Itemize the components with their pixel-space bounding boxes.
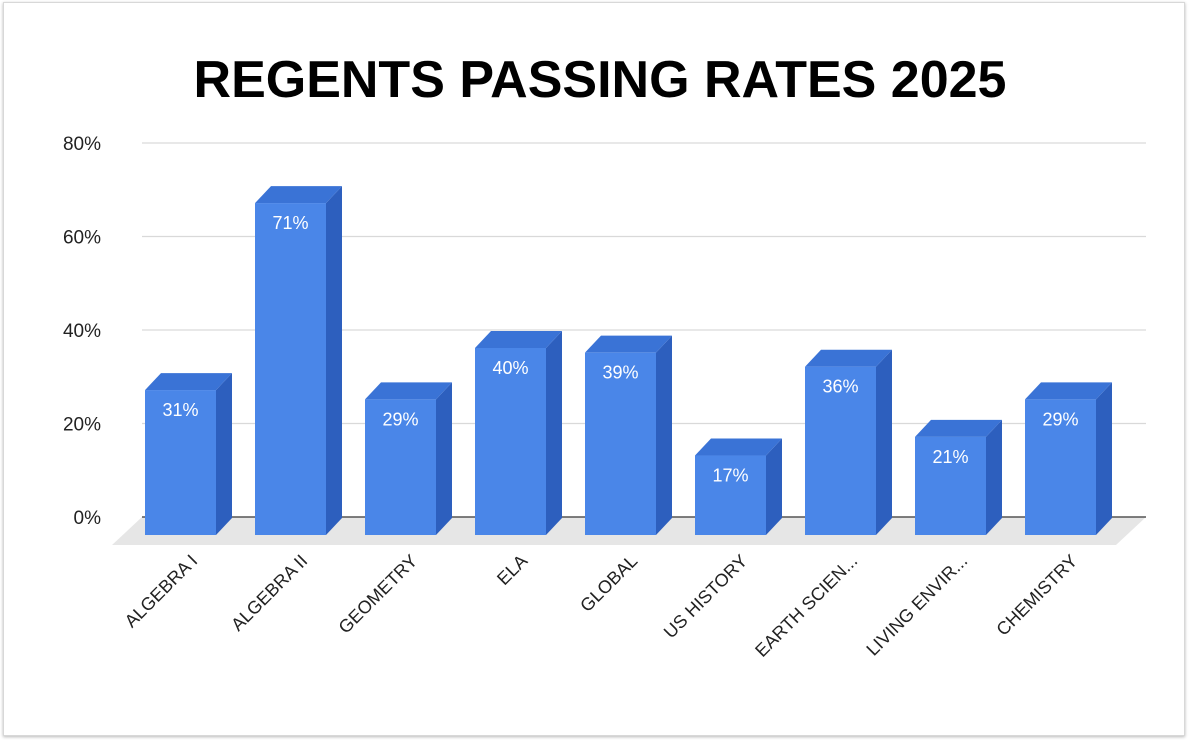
y-tick-label: 40% — [63, 321, 101, 342]
bar-side — [766, 438, 782, 535]
x-axis-ticks: ALGEBRA I ALGEBRA II GEOMETRY ELA GLOBAL US H… — [121, 551, 1082, 661]
data-label: 21% — [932, 447, 968, 467]
bar-side — [1096, 382, 1112, 535]
data-labels: 31% 71% 29% 40% 39% 17% 36% 21% 29% — [162, 213, 1078, 485]
y-axis-ticks: 0% 20% 40% 60% 80% — [63, 134, 101, 529]
y-tick-label: 60% — [63, 228, 101, 249]
x-tick-label: ELA — [493, 551, 531, 589]
x-tick-label: ALGEBRA I — [121, 551, 202, 632]
bar — [365, 399, 436, 535]
bar-side — [876, 349, 892, 535]
bar-top — [1025, 382, 1112, 400]
x-tick-label: CHEMISTRY — [992, 551, 1081, 640]
x-tick-label: ALGEBRA II — [227, 551, 311, 635]
bar-top — [585, 335, 672, 353]
x-tick-label: US HISTORY — [660, 551, 751, 642]
data-label: 29% — [382, 409, 418, 429]
data-label: 31% — [162, 400, 198, 420]
bar-side — [216, 373, 232, 535]
bar — [255, 203, 326, 535]
x-tick-label: EARTH SCIEN... — [751, 551, 861, 661]
bar-top — [475, 331, 562, 348]
data-label: 40% — [492, 358, 528, 378]
bar-side — [326, 186, 342, 535]
bar-top — [695, 438, 782, 456]
bar — [695, 455, 766, 535]
data-label: 36% — [822, 377, 858, 397]
bar — [1025, 399, 1096, 535]
bar-side — [546, 331, 562, 535]
bar-side — [436, 382, 452, 535]
bar — [915, 436, 986, 535]
data-label: 71% — [272, 213, 308, 233]
x-tick-label: GLOBAL — [576, 551, 641, 616]
bar — [585, 352, 656, 535]
bar-top — [255, 186, 342, 204]
chart-title: REGENTS PASSING RATES 2025 — [194, 51, 1007, 109]
bar-top — [365, 382, 452, 400]
bar-side — [656, 335, 672, 535]
bar — [145, 390, 216, 535]
bar-top — [805, 349, 892, 367]
data-label: 39% — [602, 363, 638, 383]
bar — [475, 348, 546, 535]
x-tick-label: GEOMETRY — [335, 551, 422, 638]
data-label: 29% — [1042, 409, 1078, 429]
data-label: 17% — [712, 466, 748, 486]
x-tick-label: LIVING ENVIR... — [862, 551, 971, 660]
y-tick-label: 20% — [63, 415, 101, 436]
bar-side — [986, 419, 1002, 535]
bars — [145, 186, 1112, 535]
y-tick-label: 0% — [74, 508, 102, 529]
bar — [805, 366, 876, 535]
bar-top — [915, 419, 1002, 437]
bar-top — [145, 373, 232, 391]
y-tick-label: 80% — [63, 134, 101, 155]
